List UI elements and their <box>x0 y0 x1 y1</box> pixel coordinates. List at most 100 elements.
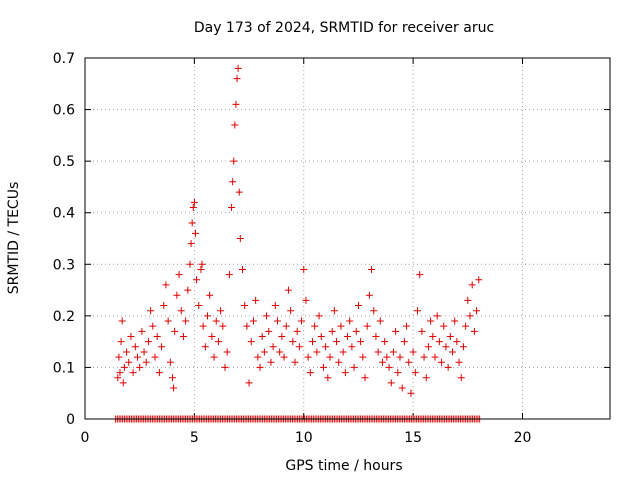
data-point <box>120 363 128 371</box>
data-point <box>363 322 371 330</box>
data-point <box>418 327 426 335</box>
data-point <box>208 332 216 340</box>
data-point <box>313 348 321 356</box>
data-point <box>236 235 244 242</box>
chart-title: Day 173 of 2024, SRMTID for receiver aru… <box>194 20 494 36</box>
data-point <box>429 332 437 340</box>
x-axis-label: GPS time / hours <box>285 458 402 474</box>
data-point <box>339 348 347 356</box>
data-point <box>416 271 424 279</box>
data-point <box>374 348 382 356</box>
data-point <box>414 307 421 315</box>
data-point <box>184 286 192 294</box>
data-point <box>387 379 395 387</box>
data-point <box>170 384 178 392</box>
data-point <box>440 322 448 330</box>
data-point <box>319 363 327 371</box>
data-point <box>444 363 452 371</box>
data-point <box>379 358 386 366</box>
data-point <box>117 338 125 346</box>
data-point <box>263 312 271 320</box>
data-point <box>291 358 299 366</box>
data-point <box>260 348 268 356</box>
data-point <box>328 327 336 335</box>
data-point <box>155 369 163 377</box>
x-tick-label: 20 <box>514 430 532 446</box>
data-point <box>114 374 122 382</box>
data-point <box>348 343 356 351</box>
data-point <box>466 312 474 320</box>
data-point <box>453 338 461 346</box>
data-point <box>186 260 194 268</box>
data-point <box>195 302 203 310</box>
data-point <box>162 281 170 289</box>
data-point <box>346 317 354 325</box>
data-point <box>182 317 190 325</box>
data-point <box>235 188 243 196</box>
data-point <box>274 317 281 325</box>
data-point <box>223 348 231 356</box>
data-point <box>187 240 195 248</box>
y-tick-label: 0.4 <box>53 206 75 222</box>
y-tick-label: 0.2 <box>53 309 75 325</box>
plot-frame <box>84 57 611 420</box>
data-point <box>276 348 284 356</box>
data-point <box>221 363 229 371</box>
data-point <box>201 343 209 351</box>
data-point <box>125 358 133 366</box>
data-point <box>462 322 470 330</box>
data-point <box>188 219 196 227</box>
data-point <box>249 317 257 325</box>
data-point <box>300 265 308 273</box>
data-point <box>119 379 127 387</box>
data-point <box>118 317 126 325</box>
data-point <box>405 358 413 366</box>
data-point <box>442 343 450 351</box>
y-tick-label: 0 <box>66 412 75 428</box>
data-point <box>357 338 365 346</box>
data-point <box>361 374 369 382</box>
x-axis-ticks: 0 5 10 15 20 <box>81 58 532 446</box>
data-point <box>446 332 454 340</box>
data-point <box>210 353 218 361</box>
data-point <box>189 204 197 212</box>
data-point <box>123 348 131 356</box>
data-point <box>396 353 404 361</box>
data-point <box>326 353 334 361</box>
data-point <box>335 358 343 366</box>
data-point <box>457 374 465 382</box>
data-point <box>365 291 373 299</box>
data-point <box>475 276 483 284</box>
data-point <box>212 317 220 325</box>
data-point <box>169 374 176 382</box>
y-tick-label: 0.6 <box>53 103 75 119</box>
data-point <box>344 332 351 340</box>
data-point <box>433 312 441 320</box>
data-point <box>199 322 207 330</box>
x-tick-label: 5 <box>190 430 199 446</box>
data-point <box>284 286 292 294</box>
data-points <box>112 64 484 423</box>
data-point <box>289 338 297 346</box>
data-point <box>315 312 323 320</box>
data-point <box>231 121 239 129</box>
data-point <box>468 281 476 289</box>
data-point <box>324 374 332 382</box>
data-point <box>306 369 314 377</box>
data-point <box>164 317 172 325</box>
data-point <box>151 353 159 361</box>
data-point <box>204 312 211 320</box>
data-point <box>295 343 303 351</box>
data-point <box>142 358 150 366</box>
data-point <box>354 302 362 310</box>
data-point <box>424 343 432 351</box>
data-point <box>228 204 236 212</box>
data-point <box>166 358 174 366</box>
data-point <box>282 322 290 330</box>
data-point <box>198 260 206 268</box>
data-point <box>190 198 198 206</box>
data-point <box>179 332 187 340</box>
y-axis-label: SRMTID / TECUs <box>6 182 22 295</box>
data-point <box>341 369 349 377</box>
data-point <box>333 338 341 346</box>
